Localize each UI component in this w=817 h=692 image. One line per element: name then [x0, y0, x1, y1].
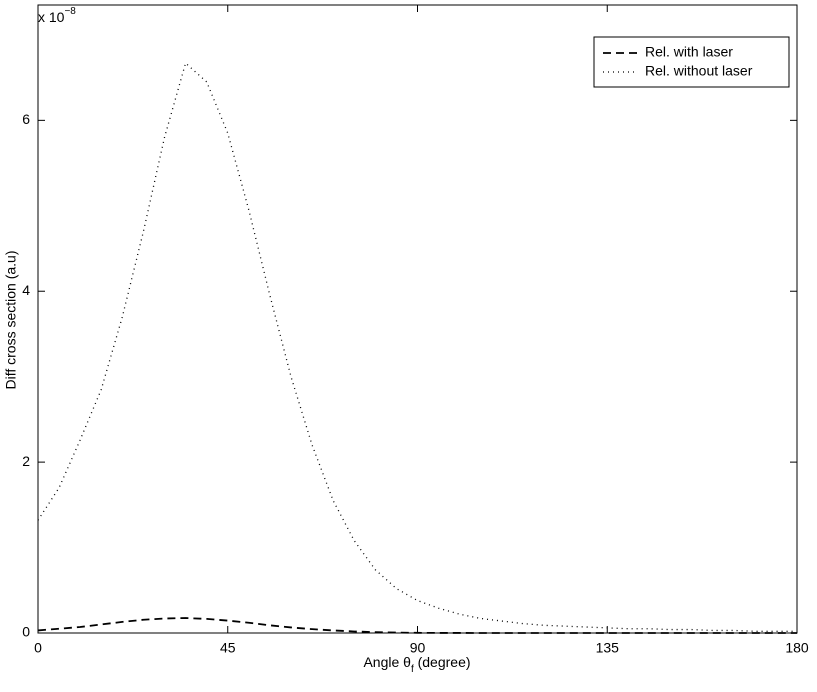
y-multiplier: x 10−8	[38, 6, 76, 25]
multiplier-exponent: −8	[64, 6, 76, 17]
x-axis-label: Angle θf (degree)	[363, 654, 470, 675]
y-axis-label: Diff cross section (a.u)	[3, 250, 19, 389]
y-tick-label: 2	[22, 453, 30, 469]
x-tick-label: 90	[410, 640, 426, 656]
legend-label: Rel. without laser	[645, 63, 753, 79]
x-tick-label: 45	[220, 640, 236, 656]
series-line	[37, 61, 797, 632]
y-tick-label: 6	[22, 111, 30, 127]
x-tick-label: 180	[785, 640, 809, 656]
y-tick-label: 0	[22, 624, 30, 640]
series-line	[37, 617, 797, 634]
x-tick-label: 135	[596, 640, 620, 656]
legend-label: Rel. with laser	[645, 44, 733, 60]
x-tick-label: 0	[34, 640, 42, 656]
y-tick-label: 4	[22, 282, 30, 298]
x-label-suffix: (degree)	[414, 654, 471, 670]
legend-box	[593, 36, 790, 88]
x-label-text: Angle θ	[363, 654, 411, 670]
x-label-subscript: f	[411, 664, 414, 675]
multiplier-base: x 10	[38, 9, 65, 25]
